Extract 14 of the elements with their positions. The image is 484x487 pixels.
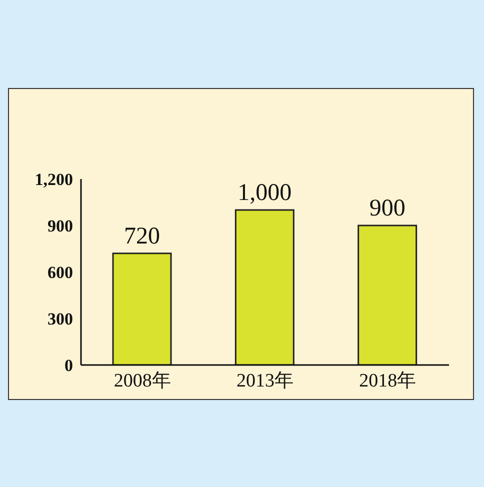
data-label: 900 [369,196,406,222]
bar [112,252,172,365]
bar [358,224,418,365]
y-tick-label: 1,200 [34,170,73,190]
y-tick-label: 900 [48,216,73,236]
data-label: 720 [124,223,160,250]
x-tick-label: 2013年 [236,370,294,392]
x-tick-label: 2008年 [114,370,171,392]
y-tick-label: 0 [64,356,73,376]
data-label: 1,000 [238,180,292,206]
x-tick-label: 2018年 [359,370,416,392]
y-tick-label: 600 [48,263,73,282]
bar [234,209,294,365]
y-tick-label: 300 [48,310,73,329]
